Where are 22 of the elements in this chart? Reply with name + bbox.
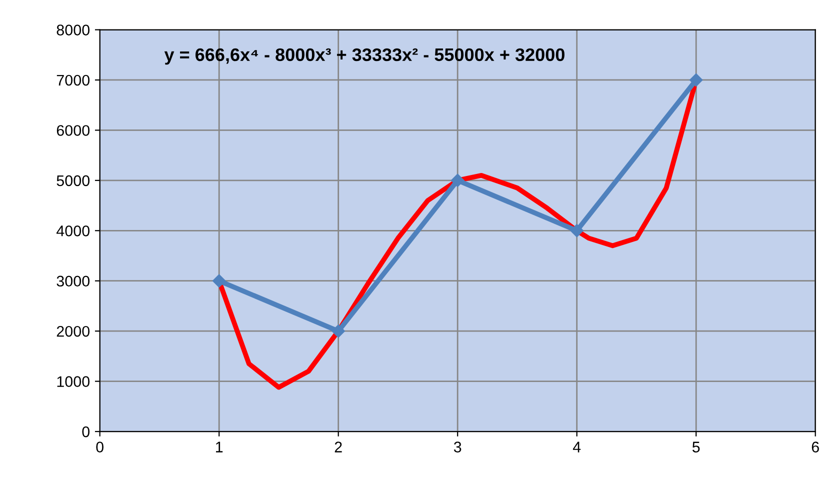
annotation: y = 666,6x⁴ - 8000x³ + 33333x² - 55000x + 32000 (164, 48, 564, 65)
x-tick-label: 1 (216, 442, 223, 452)
x-tick-label: 6 (812, 442, 819, 452)
point (690, 73, 703, 87)
y-tick-label: 4000 (56, 226, 90, 236)
y-tick-label: 0 (82, 426, 90, 438)
y-tick-label: 5000 (56, 175, 90, 186)
x-tick-label: 4 (572, 442, 581, 452)
x-tick-label: 2 (334, 442, 342, 452)
point (570, 224, 584, 238)
y-tick-label: 2000 (56, 326, 90, 337)
point (332, 324, 345, 338)
y-tick-label: 8000 (56, 24, 90, 36)
point (212, 274, 226, 288)
y-tick-label: 3000 (56, 276, 90, 287)
y-tick-label: 1000 (57, 376, 90, 387)
x-tick-label: 3 (454, 442, 462, 452)
y-tick-label: 6000 (56, 125, 90, 136)
x-tick-label: 0 (96, 442, 104, 452)
y-tick-label: 7000 (56, 74, 90, 86)
x-tick-label: 5 (692, 442, 700, 452)
point (451, 174, 464, 188)
